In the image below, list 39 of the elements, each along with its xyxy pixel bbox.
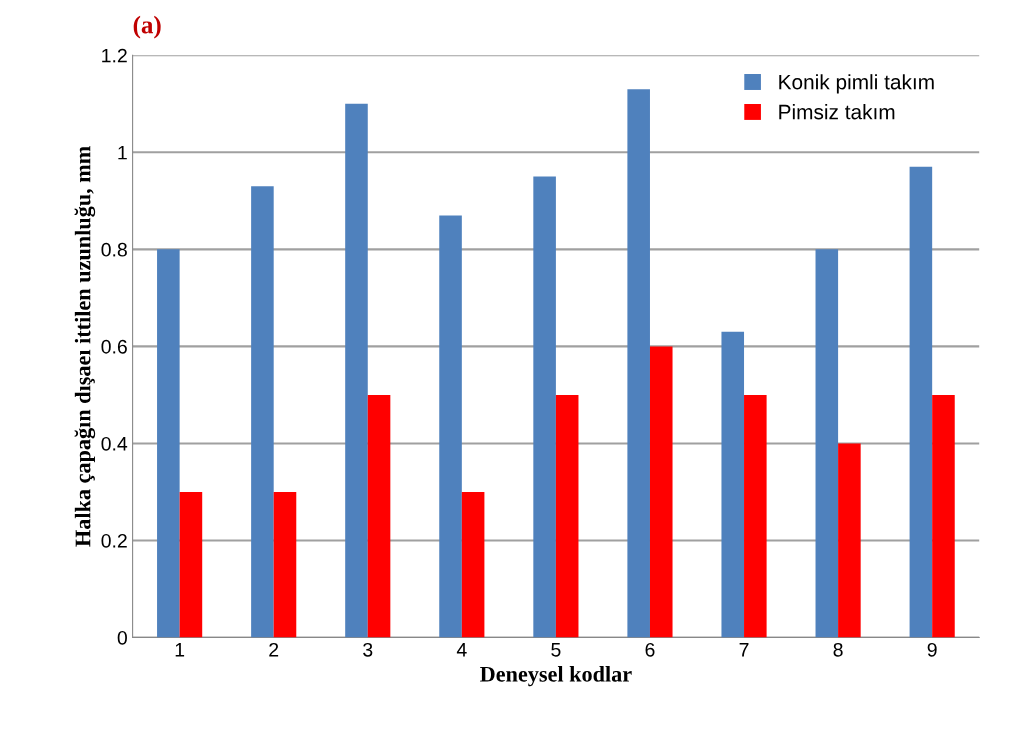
y-tick-label: 0.4 (101, 436, 128, 451)
x-tick-label: 4 (456, 643, 467, 657)
bar (932, 394, 955, 638)
x-tick-label: 7 (739, 643, 749, 657)
y-tick-label: 1 (118, 145, 127, 160)
y-tick-label: 0.8 (101, 242, 127, 257)
y-tick-label: 1.2 (102, 48, 127, 63)
legend-label: Konik pimli takım (779, 74, 934, 94)
bar (273, 491, 297, 638)
y-axis-title: Halka çapağın dışaeı ittilen uzunluğu, mm (74, 146, 96, 547)
bar (461, 491, 485, 638)
bar (815, 249, 839, 638)
bar (649, 346, 673, 638)
x-tick-label: 5 (551, 643, 561, 657)
x-tick-label: 2 (269, 642, 279, 657)
bar (251, 186, 274, 638)
bar (721, 331, 745, 638)
x-tick-label: 1 (175, 643, 185, 657)
y-tick-label: 0.2 (101, 533, 127, 548)
x-tick-label: 9 (927, 642, 937, 657)
bar (179, 491, 203, 638)
bar (533, 176, 556, 638)
bar (627, 89, 650, 638)
x-tick-label: 8 (833, 642, 843, 657)
bar (367, 394, 391, 638)
y-tick-label: 0 (117, 630, 127, 645)
bar (157, 249, 180, 638)
bar (909, 166, 933, 638)
legend-label: Pimsiz takım (779, 104, 895, 120)
bar (838, 443, 861, 638)
bar (555, 394, 579, 638)
x-tick-label: 6 (645, 642, 655, 657)
bar (744, 394, 767, 638)
bar (345, 103, 368, 638)
y-tick-label: 0.6 (101, 339, 127, 354)
bar (439, 215, 462, 638)
x-tick-label: 3 (363, 642, 373, 657)
chart-title: (a) (133, 15, 161, 39)
x-axis-title: Deneysel kodlar (480, 666, 632, 687)
